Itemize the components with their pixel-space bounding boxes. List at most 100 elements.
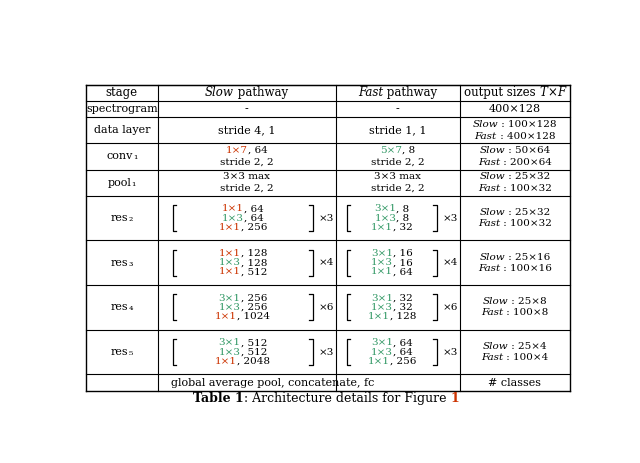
Text: pathway: pathway: [234, 87, 288, 100]
Text: Slow: Slow: [473, 120, 499, 129]
Text: 3×3 max: 3×3 max: [374, 172, 421, 181]
Text: 1×1: 1×1: [219, 223, 241, 232]
Text: Slow: Slow: [483, 342, 508, 351]
Text: : 100×128: : 100×128: [499, 120, 557, 129]
Text: Fast: Fast: [478, 263, 500, 273]
Text: output sizes: output sizes: [464, 87, 540, 100]
Text: 1×1: 1×1: [219, 249, 241, 258]
Text: Fast: Fast: [478, 219, 500, 228]
Text: res: res: [111, 213, 129, 223]
Text: Fast: Fast: [481, 353, 503, 362]
Text: -: -: [396, 104, 399, 114]
Text: 1×1: 1×1: [215, 312, 237, 321]
Text: 1×1: 1×1: [368, 312, 390, 321]
Text: stride 2, 2: stride 2, 2: [371, 184, 424, 193]
Text: : 100×32: : 100×32: [500, 184, 552, 193]
Text: -: -: [244, 104, 248, 114]
Text: T: T: [540, 87, 547, 100]
Text: : 100×32: : 100×32: [500, 219, 552, 228]
Text: ₁: ₁: [132, 178, 136, 188]
Text: 1×3: 1×3: [219, 303, 241, 312]
Text: 3×1: 3×1: [374, 204, 396, 213]
Text: , 64: , 64: [393, 338, 413, 347]
Text: 1×3: 1×3: [222, 213, 244, 223]
Text: 3×1: 3×1: [219, 294, 241, 303]
Text: , 256: , 256: [390, 357, 416, 366]
Text: Fast: Fast: [478, 158, 500, 167]
Text: : Architecture details for Figure: : Architecture details for Figure: [244, 393, 451, 406]
Text: : 25×4: : 25×4: [508, 342, 547, 351]
Text: res: res: [111, 302, 129, 313]
Text: : 25×32: : 25×32: [505, 172, 550, 181]
Text: , 8: , 8: [396, 204, 410, 213]
Text: , 512: , 512: [241, 268, 267, 276]
Text: global average pool, concatenate, fc: global average pool, concatenate, fc: [172, 378, 374, 388]
Text: 3×1: 3×1: [371, 338, 393, 347]
Text: ₃: ₃: [129, 258, 133, 268]
Text: 1×3: 1×3: [371, 258, 393, 267]
Text: ×4: ×4: [319, 258, 334, 267]
Text: 1×1: 1×1: [215, 357, 237, 366]
Text: ₄: ₄: [129, 302, 133, 313]
Text: 1×7: 1×7: [226, 146, 248, 155]
Text: F: F: [557, 87, 565, 100]
Text: 1×1: 1×1: [219, 268, 241, 276]
Text: ×6: ×6: [443, 303, 458, 312]
Text: Slow: Slow: [479, 172, 505, 181]
Text: res: res: [111, 258, 129, 268]
Text: 1×1: 1×1: [368, 357, 390, 366]
Text: 3×1: 3×1: [371, 294, 393, 303]
Text: : 25×16: : 25×16: [505, 253, 550, 262]
Text: 1×3: 1×3: [219, 258, 241, 267]
Text: , 128: , 128: [241, 258, 267, 267]
Text: ×3: ×3: [319, 348, 334, 357]
Text: stride 1, 1: stride 1, 1: [369, 125, 426, 135]
Text: , 64: , 64: [244, 204, 264, 213]
Text: conv: conv: [106, 151, 133, 162]
Text: 5×7: 5×7: [380, 146, 402, 155]
Text: stride 2, 2: stride 2, 2: [220, 158, 273, 167]
Text: ×: ×: [547, 87, 557, 100]
Text: 1×3: 1×3: [371, 348, 393, 357]
Text: pool: pool: [108, 178, 132, 188]
Text: res: res: [111, 347, 129, 357]
Text: stage: stage: [106, 87, 138, 100]
Text: 1×1: 1×1: [371, 268, 393, 276]
Text: , 256: , 256: [241, 223, 267, 232]
Text: 1: 1: [451, 393, 460, 406]
Text: ₁: ₁: [133, 151, 137, 162]
Text: , 128: , 128: [390, 312, 416, 321]
Text: ×3: ×3: [443, 213, 458, 223]
Text: ×3: ×3: [319, 213, 334, 223]
Text: ×3: ×3: [443, 348, 458, 357]
Text: , 2048: , 2048: [237, 357, 270, 366]
Text: 400×128: 400×128: [489, 104, 541, 114]
Text: Fast: Fast: [474, 131, 497, 140]
Text: Fast: Fast: [358, 87, 383, 100]
Text: , 1024: , 1024: [237, 312, 270, 321]
Text: 3×1: 3×1: [371, 249, 393, 258]
Text: , 128: , 128: [241, 249, 267, 258]
Text: , 8: , 8: [402, 146, 415, 155]
Text: spectrogram: spectrogram: [86, 104, 157, 114]
Text: , 32: , 32: [393, 294, 413, 303]
Text: 1×3: 1×3: [374, 213, 396, 223]
Text: , 64: , 64: [248, 146, 268, 155]
Text: ₅: ₅: [129, 347, 133, 357]
Text: , 256: , 256: [241, 303, 267, 312]
Text: , 64: , 64: [244, 213, 264, 223]
Text: ×6: ×6: [319, 303, 334, 312]
Text: Slow: Slow: [479, 208, 505, 217]
Text: , 64: , 64: [393, 268, 413, 276]
Text: , 512: , 512: [241, 348, 267, 357]
Text: : 200×64: : 200×64: [500, 158, 552, 167]
Text: Slow: Slow: [483, 297, 508, 307]
Text: stride 2, 2: stride 2, 2: [371, 158, 424, 167]
Text: : 50×64: : 50×64: [505, 146, 550, 155]
Text: # classes: # classes: [488, 378, 541, 388]
Text: Table 1: Table 1: [193, 393, 244, 406]
Text: 3×3 max: 3×3 max: [223, 172, 270, 181]
Text: , 32: , 32: [393, 223, 413, 232]
Text: 1×3: 1×3: [371, 303, 393, 312]
Text: ₂: ₂: [129, 213, 133, 223]
